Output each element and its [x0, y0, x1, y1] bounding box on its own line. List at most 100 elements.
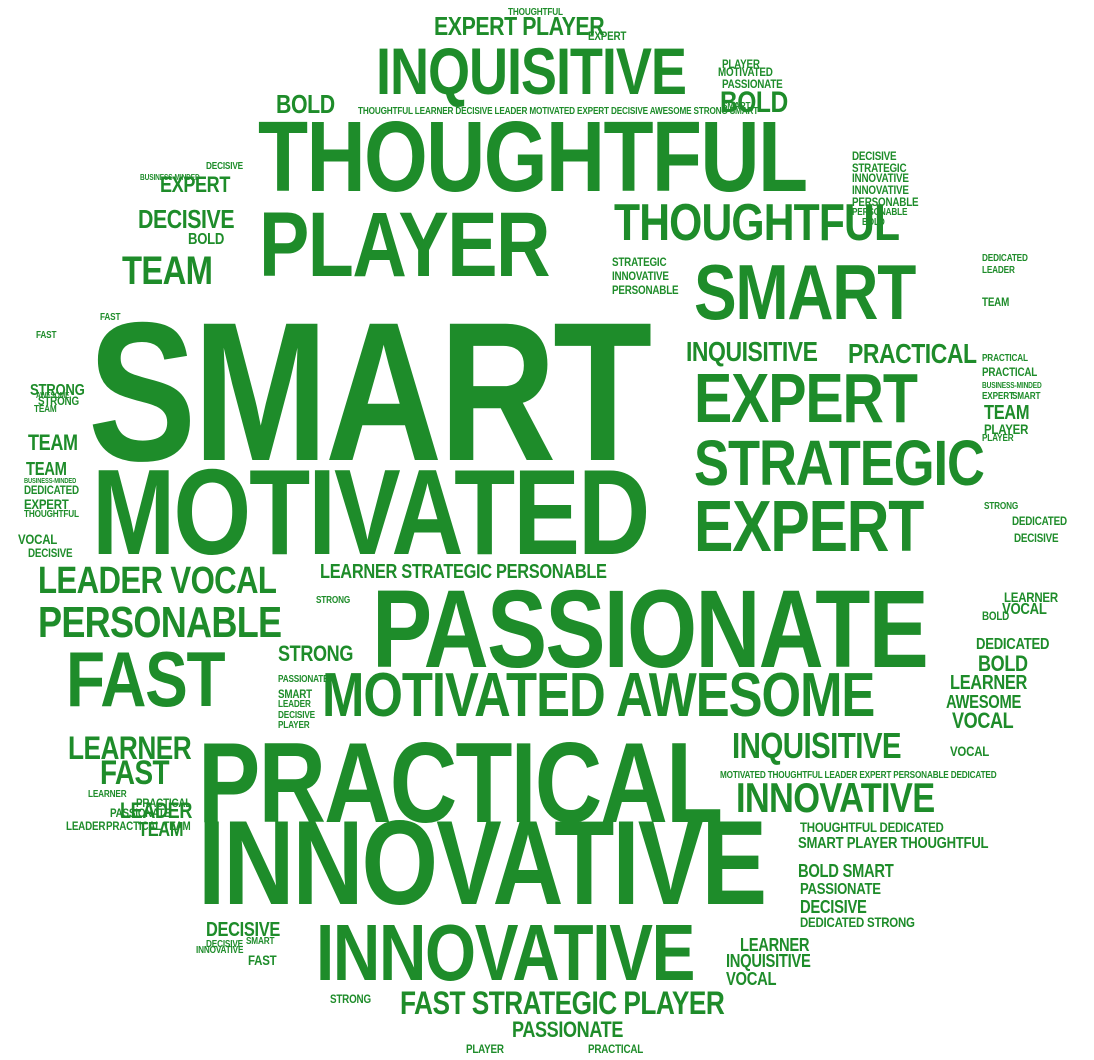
word-fast-left2: FAST: [100, 754, 170, 792]
word-decisive-bottom-left: DECISIVE: [206, 919, 280, 941]
word-personable-right3: PERSONABLE: [852, 207, 908, 218]
word-team-right: TEAM: [984, 402, 1030, 424]
word-strong-left: STRONG: [30, 382, 85, 399]
word-thoughtful-top: THOUGHTFUL: [508, 7, 563, 18]
word-learner-left: LEARNER: [68, 730, 192, 766]
word-learner-right3: LEARNER: [1004, 589, 1058, 605]
word-decisive-mid: DECISIVE: [278, 710, 315, 721]
word-decisive-right2: DECISIVE: [1014, 531, 1059, 545]
word-passionate-right: PASSIONATE: [800, 881, 881, 898]
word-fast-left4: FAST: [100, 312, 121, 323]
word-player-mid: PLAYER: [278, 720, 310, 731]
word-team-left: TEAM: [122, 249, 213, 293]
word-strategic-right: STRATEGIC: [694, 427, 985, 499]
word-innovative-right3: INNOVATIVE: [852, 183, 909, 197]
word-fast-left: FAST: [66, 635, 226, 723]
word-team-left4: TEAM: [26, 459, 67, 479]
word-business-minded-top-left: BUSINESS-MINDED: [140, 173, 200, 182]
word-team-right2: TEAM: [982, 295, 1010, 309]
word-personable-small: PERSONABLE: [612, 283, 679, 297]
word-personable: PERSONABLE: [38, 598, 282, 647]
word-fast-bottom: FAST: [248, 952, 277, 968]
word-player-right2: PLAYER: [982, 433, 1014, 444]
word-vocal-right: VOCAL: [726, 969, 777, 989]
word-practical-team-left: PRACTICAL TEAM: [106, 819, 191, 833]
word-thoughtful-left: THOUGHTFUL: [24, 509, 79, 520]
word-awesome-left: AWESOME: [36, 391, 70, 400]
word-bold-right4: BOLD: [862, 217, 885, 228]
word-smart-right2: SMART: [1012, 391, 1041, 402]
word-row-small: THOUGHTFUL LEARNER DECISIVE LEADER MOTIV…: [358, 106, 759, 117]
word-dedicated-right3: DEDICATED: [982, 253, 1028, 264]
word-innovative-left: INNOVATIVE: [196, 945, 244, 956]
word-inquisitive-mid: INQUISITIVE: [732, 725, 902, 766]
word-leader-vocal: LEADER VOCAL: [38, 560, 277, 602]
word-strategic-right2: STRATEGIC: [852, 161, 907, 175]
word-smart-player-thoughtful: SMART PLAYER THOUGHTFUL: [798, 835, 989, 852]
word-passionate-top: PASSIONATE: [722, 77, 783, 91]
word-business-minded-right: BUSINESS-MINDED: [982, 381, 1042, 390]
word-expert-right3: EXPERT: [982, 391, 1014, 402]
word-bold-left2: BOLD: [188, 231, 225, 248]
word-vocal-right3: VOCAL: [1002, 601, 1047, 618]
word-awesome-right: AWESOME: [946, 692, 1022, 712]
word-learner-strategic-personable: LEARNER STRATEGIC PERSONABLE: [320, 561, 607, 583]
word-innovative-bottom: INNOVATIVE: [316, 908, 695, 997]
word-expert-left: EXPERT: [160, 172, 231, 197]
word-innovative-mid-right: INNOVATIVE: [736, 774, 935, 821]
word-thoughtful-dedicated: THOUGHTFUL DEDICATED: [800, 819, 944, 835]
word-team-left5: TEAM: [34, 404, 57, 415]
word-leader-mid: LEADER: [278, 699, 311, 710]
word-thoughtful-large: THOUGHTFUL: [258, 101, 808, 213]
word-team-left2: TEAM: [28, 430, 78, 455]
word-dedicated-right: DEDICATED: [976, 636, 1050, 653]
word-innovative-large: INNOVATIVE: [198, 796, 767, 930]
word-thoughtful-right: THOUGHTFUL: [614, 194, 900, 252]
word-strong-mid: STRONG: [278, 641, 354, 666]
word-expert-top: EXPERT: [588, 29, 627, 43]
word-expert-right2: EXPERT: [694, 487, 924, 567]
word-vocal-left: VOCAL: [18, 531, 58, 547]
word-practical-bottom: PRACTICAL: [588, 1042, 644, 1056]
word-innovative-small: INNOVATIVE: [612, 269, 669, 283]
word-passionate-large: PASSIONATE: [372, 568, 929, 691]
word-row-small2: MOTIVATED THOUGHTFUL LEADER EXPERT PERSO…: [720, 770, 997, 781]
word-decisive-left: DECISIVE: [138, 204, 235, 234]
word-practical-large: PRACTICAL: [198, 720, 723, 847]
word-motivated-large: MOTIVATED: [92, 444, 650, 580]
word-bold-right3: BOLD: [982, 609, 1010, 623]
word-expert-right: EXPERT: [694, 359, 918, 437]
word-smart-large: SMART: [88, 281, 652, 502]
word-motivated-right: MOTIVATED: [718, 65, 773, 79]
word-dedicated-strong: DEDICATED STRONG: [800, 914, 915, 930]
word-dedicated-right2: DEDICATED: [1012, 514, 1067, 528]
word-business-minded-left: BUSINESS-MINDED: [24, 478, 77, 485]
word-expert-left2: EXPERT: [24, 496, 69, 512]
word-strong-left2: STRONG: [38, 394, 79, 408]
word-dedicated-left: DEDICATED: [24, 483, 79, 497]
word-innovative-right4: INNOVATIVE: [852, 171, 909, 185]
word-learner-left2: LEARNER: [88, 789, 127, 800]
word-strong-right: STRONG: [984, 501, 1019, 512]
word-player-large: PLAYER: [259, 194, 551, 296]
word-decisive-left3: DECISIVE: [206, 939, 243, 950]
word-decisive-right3: DECISIVE: [852, 149, 897, 163]
word-leader-left2: LEADER: [66, 819, 106, 833]
word-inquisitive-right: INQUISITIVE: [686, 336, 818, 367]
word-bold-left: BOLD: [276, 89, 335, 119]
word-practical-right2: PRACTICAL: [982, 365, 1038, 379]
word-fast-left3: FAST: [36, 330, 57, 341]
word-leader-right: LEADER: [982, 265, 1015, 276]
word-strong-mid2: STRONG: [316, 595, 351, 606]
word-learner-right2: LEARNER: [950, 672, 1027, 694]
word-player-bottom: PLAYER: [466, 1042, 504, 1056]
word-leader-left: LEADER: [120, 798, 193, 823]
word-practical-left: PRACTICAL: [136, 796, 192, 810]
word-vocal-right4: VOCAL: [950, 743, 990, 759]
word-bold-right: BOLD: [720, 86, 788, 119]
word-practical-right3: PRACTICAL: [982, 353, 1028, 364]
word-bold-right2: BOLD: [978, 651, 1028, 676]
word-fast-strategic-player: FAST STRATEGIC PLAYER: [400, 985, 725, 1021]
word-smart-top-right: SMART: [722, 101, 751, 112]
word-smart-left: SMART: [246, 936, 275, 947]
